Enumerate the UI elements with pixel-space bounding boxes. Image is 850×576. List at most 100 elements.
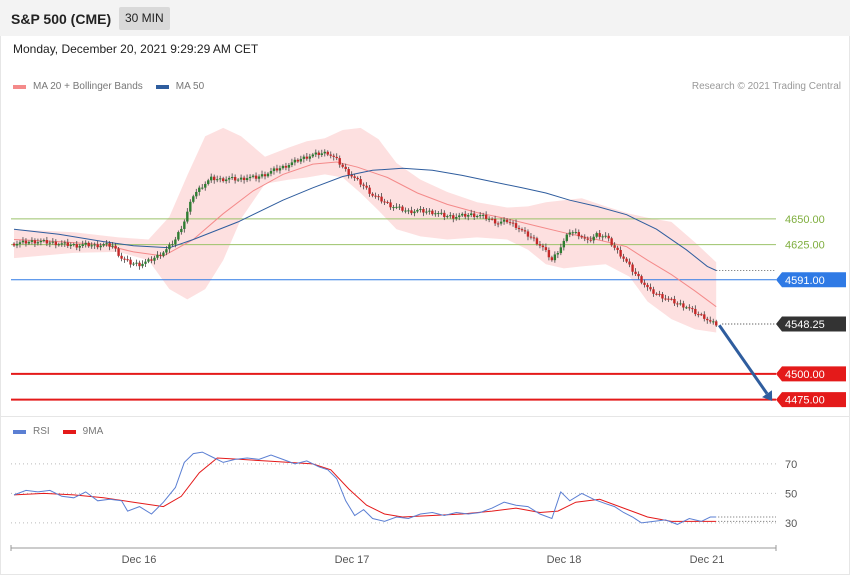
credit-text: Research © 2021 Trading Central bbox=[691, 81, 841, 92]
candle bbox=[481, 212, 485, 219]
candle-body bbox=[347, 169, 350, 175]
candle-body bbox=[502, 219, 506, 222]
candle bbox=[652, 286, 655, 297]
candle bbox=[655, 292, 658, 296]
candle bbox=[117, 247, 120, 258]
candle bbox=[496, 221, 500, 228]
forecast-arrow-shaft bbox=[718, 324, 769, 395]
candle bbox=[386, 200, 389, 204]
candle-body bbox=[326, 151, 329, 155]
candle bbox=[21, 237, 25, 245]
candle bbox=[499, 218, 503, 226]
candle bbox=[586, 236, 589, 244]
candle-body bbox=[401, 206, 404, 211]
candle bbox=[694, 305, 697, 317]
level-text: 4625.00 bbox=[785, 240, 825, 252]
candle bbox=[350, 171, 353, 179]
candle bbox=[317, 150, 320, 159]
candle bbox=[30, 237, 34, 245]
candle-body bbox=[631, 264, 634, 272]
candle-body bbox=[514, 223, 518, 228]
candle bbox=[583, 234, 586, 242]
candle-body bbox=[670, 298, 673, 300]
candle bbox=[658, 290, 661, 297]
candle-body bbox=[553, 254, 557, 261]
candle bbox=[93, 242, 96, 249]
candle bbox=[224, 176, 228, 184]
candle bbox=[401, 205, 404, 213]
candle-body bbox=[508, 222, 512, 224]
candle-body bbox=[87, 242, 90, 247]
level-label-4591.00: 4591.00 bbox=[776, 272, 846, 288]
candle-body bbox=[30, 240, 34, 242]
candle bbox=[335, 153, 338, 161]
candle bbox=[490, 217, 494, 221]
candle-body bbox=[248, 176, 252, 179]
candle-body bbox=[272, 168, 276, 172]
candle-body bbox=[419, 209, 422, 211]
candle bbox=[210, 173, 213, 183]
candle-body bbox=[625, 258, 628, 262]
candle-body bbox=[210, 176, 213, 181]
candle-body bbox=[682, 303, 685, 308]
candle-body bbox=[443, 212, 446, 217]
candle-body bbox=[709, 320, 712, 322]
candle-body bbox=[392, 207, 395, 209]
candle-body bbox=[224, 179, 228, 182]
candle bbox=[251, 174, 255, 179]
candle bbox=[574, 228, 577, 235]
candle bbox=[607, 233, 610, 242]
candle-body bbox=[688, 307, 691, 309]
candle bbox=[153, 255, 156, 265]
candle-body bbox=[284, 165, 288, 168]
candle-body bbox=[410, 210, 413, 214]
candle bbox=[565, 232, 569, 243]
candle-body bbox=[440, 212, 443, 214]
candle-body bbox=[550, 257, 554, 261]
candle-body bbox=[251, 175, 255, 177]
candle-body bbox=[21, 240, 25, 243]
legend-label-9ma: 9MA bbox=[82, 426, 104, 437]
level-tag bbox=[776, 272, 846, 288]
level-label-4475.00: 4475.00 bbox=[776, 392, 846, 408]
candle bbox=[380, 193, 383, 204]
candle bbox=[416, 208, 419, 214]
candle bbox=[467, 212, 470, 221]
candle bbox=[413, 208, 416, 217]
candle bbox=[299, 155, 303, 165]
candle-body bbox=[715, 321, 718, 326]
candle-body bbox=[174, 239, 177, 245]
candle-body bbox=[679, 303, 682, 305]
candle bbox=[126, 255, 129, 262]
candle-body bbox=[422, 209, 425, 213]
candle-body bbox=[458, 215, 461, 218]
pane-divider bbox=[0, 416, 850, 417]
candle bbox=[138, 260, 141, 270]
candle bbox=[248, 174, 252, 182]
candle-body bbox=[117, 248, 120, 256]
candle-body bbox=[198, 187, 201, 192]
candle-body bbox=[365, 185, 368, 188]
candle-body bbox=[574, 232, 577, 234]
candle-body bbox=[180, 228, 183, 233]
candle bbox=[269, 167, 273, 177]
candle bbox=[233, 174, 237, 184]
candle bbox=[377, 194, 380, 201]
candle-body bbox=[230, 177, 234, 179]
interval-badge[interactable]: 30 MIN bbox=[119, 7, 170, 30]
candle bbox=[195, 188, 198, 199]
candle-body bbox=[39, 240, 43, 243]
candle bbox=[667, 296, 670, 302]
level-tag bbox=[776, 316, 846, 332]
candle bbox=[604, 232, 607, 239]
candle bbox=[81, 240, 84, 249]
candle-body bbox=[290, 162, 294, 166]
candle-body bbox=[356, 177, 359, 180]
candle bbox=[144, 259, 147, 267]
candle-body bbox=[90, 245, 93, 247]
candle-body bbox=[694, 308, 697, 315]
candle-body bbox=[96, 244, 99, 248]
candle bbox=[511, 220, 515, 227]
candle-body bbox=[335, 156, 338, 159]
